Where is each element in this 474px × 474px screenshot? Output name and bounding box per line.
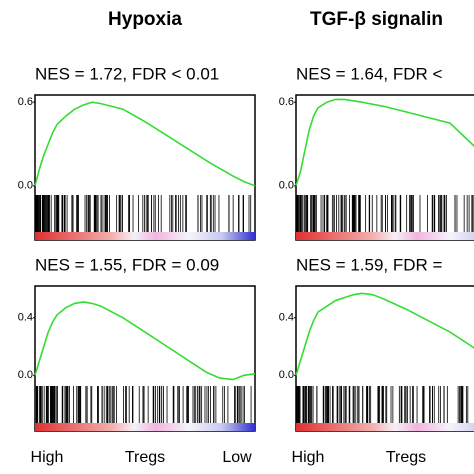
chart-title: NES = 1.64, FDR < [296,64,443,83]
y-tick-label: 0.0 [18,369,33,381]
x-axis-label: Tregs [386,449,426,466]
y-tick-label: 0.4 [18,312,33,324]
y-tick-label: 0.0 [279,369,294,381]
x-axis-label: High [292,449,325,466]
column-title: TGF-β signalin [310,9,443,30]
chart-title: NES = 1.55, FDR = 0.09 [35,255,219,274]
rank-color-bar [296,423,474,431]
y-tick-label: 0.6 [279,96,294,108]
chart-title: NES = 1.59, FDR = [296,255,443,274]
x-axis-label: High [31,449,64,466]
enrichment-line [34,301,256,381]
enrichment-line [295,292,474,376]
enrichment-line [295,98,474,187]
x-axis-label: Tregs [125,449,165,466]
rank-color-bar [35,423,255,431]
plot-frame [34,94,256,241]
chart-title: NES = 1.72, FDR < 0.01 [35,64,219,83]
x-axis-label: Low [222,449,252,466]
y-tick-label: 0.6 [18,96,33,108]
y-tick-label: 0.4 [279,312,294,324]
enrichment-line [34,101,256,187]
rank-color-bar [35,232,255,240]
column-title: Hypoxia [108,9,182,30]
y-tick-label: 0.0 [18,180,33,192]
y-tick-label: 0.0 [279,180,294,192]
rank-color-bar [296,232,474,240]
